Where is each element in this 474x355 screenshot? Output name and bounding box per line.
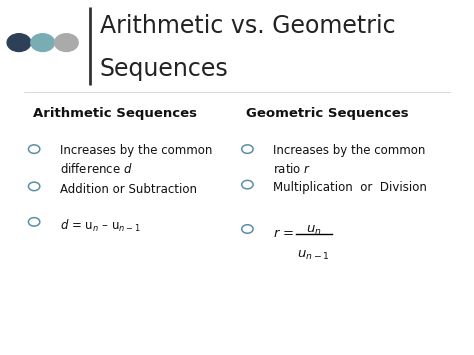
Circle shape xyxy=(28,218,40,226)
Text: Increases by the common
ratio $\it{r}$: Increases by the common ratio $\it{r}$ xyxy=(273,144,426,176)
Circle shape xyxy=(28,182,40,191)
Circle shape xyxy=(28,145,40,153)
Text: $\mathit{r}$ =: $\mathit{r}$ = xyxy=(273,227,295,240)
Text: Arithmetic vs. Geometric: Arithmetic vs. Geometric xyxy=(100,14,395,38)
Text: $\mathit{d}$ = u$_n$ – u$_{n-1}$: $\mathit{d}$ = u$_n$ – u$_{n-1}$ xyxy=(60,218,141,234)
Text: Arithmetic Sequences: Arithmetic Sequences xyxy=(33,106,197,120)
Text: Increases by the common
difference $\it{d}$: Increases by the common difference $\it{… xyxy=(60,144,212,176)
Circle shape xyxy=(242,145,253,153)
Text: $u_{n-1}$: $u_{n-1}$ xyxy=(298,248,330,262)
Text: Geometric Sequences: Geometric Sequences xyxy=(246,106,409,120)
Circle shape xyxy=(242,180,253,189)
Circle shape xyxy=(242,225,253,233)
Text: Multiplication  or  Division: Multiplication or Division xyxy=(273,181,428,194)
Circle shape xyxy=(31,34,55,51)
Circle shape xyxy=(55,34,78,51)
Text: Sequences: Sequences xyxy=(100,57,228,81)
Text: $u_n$: $u_n$ xyxy=(306,224,321,237)
Circle shape xyxy=(7,34,31,51)
Text: Addition or Subtraction: Addition or Subtraction xyxy=(60,183,197,196)
